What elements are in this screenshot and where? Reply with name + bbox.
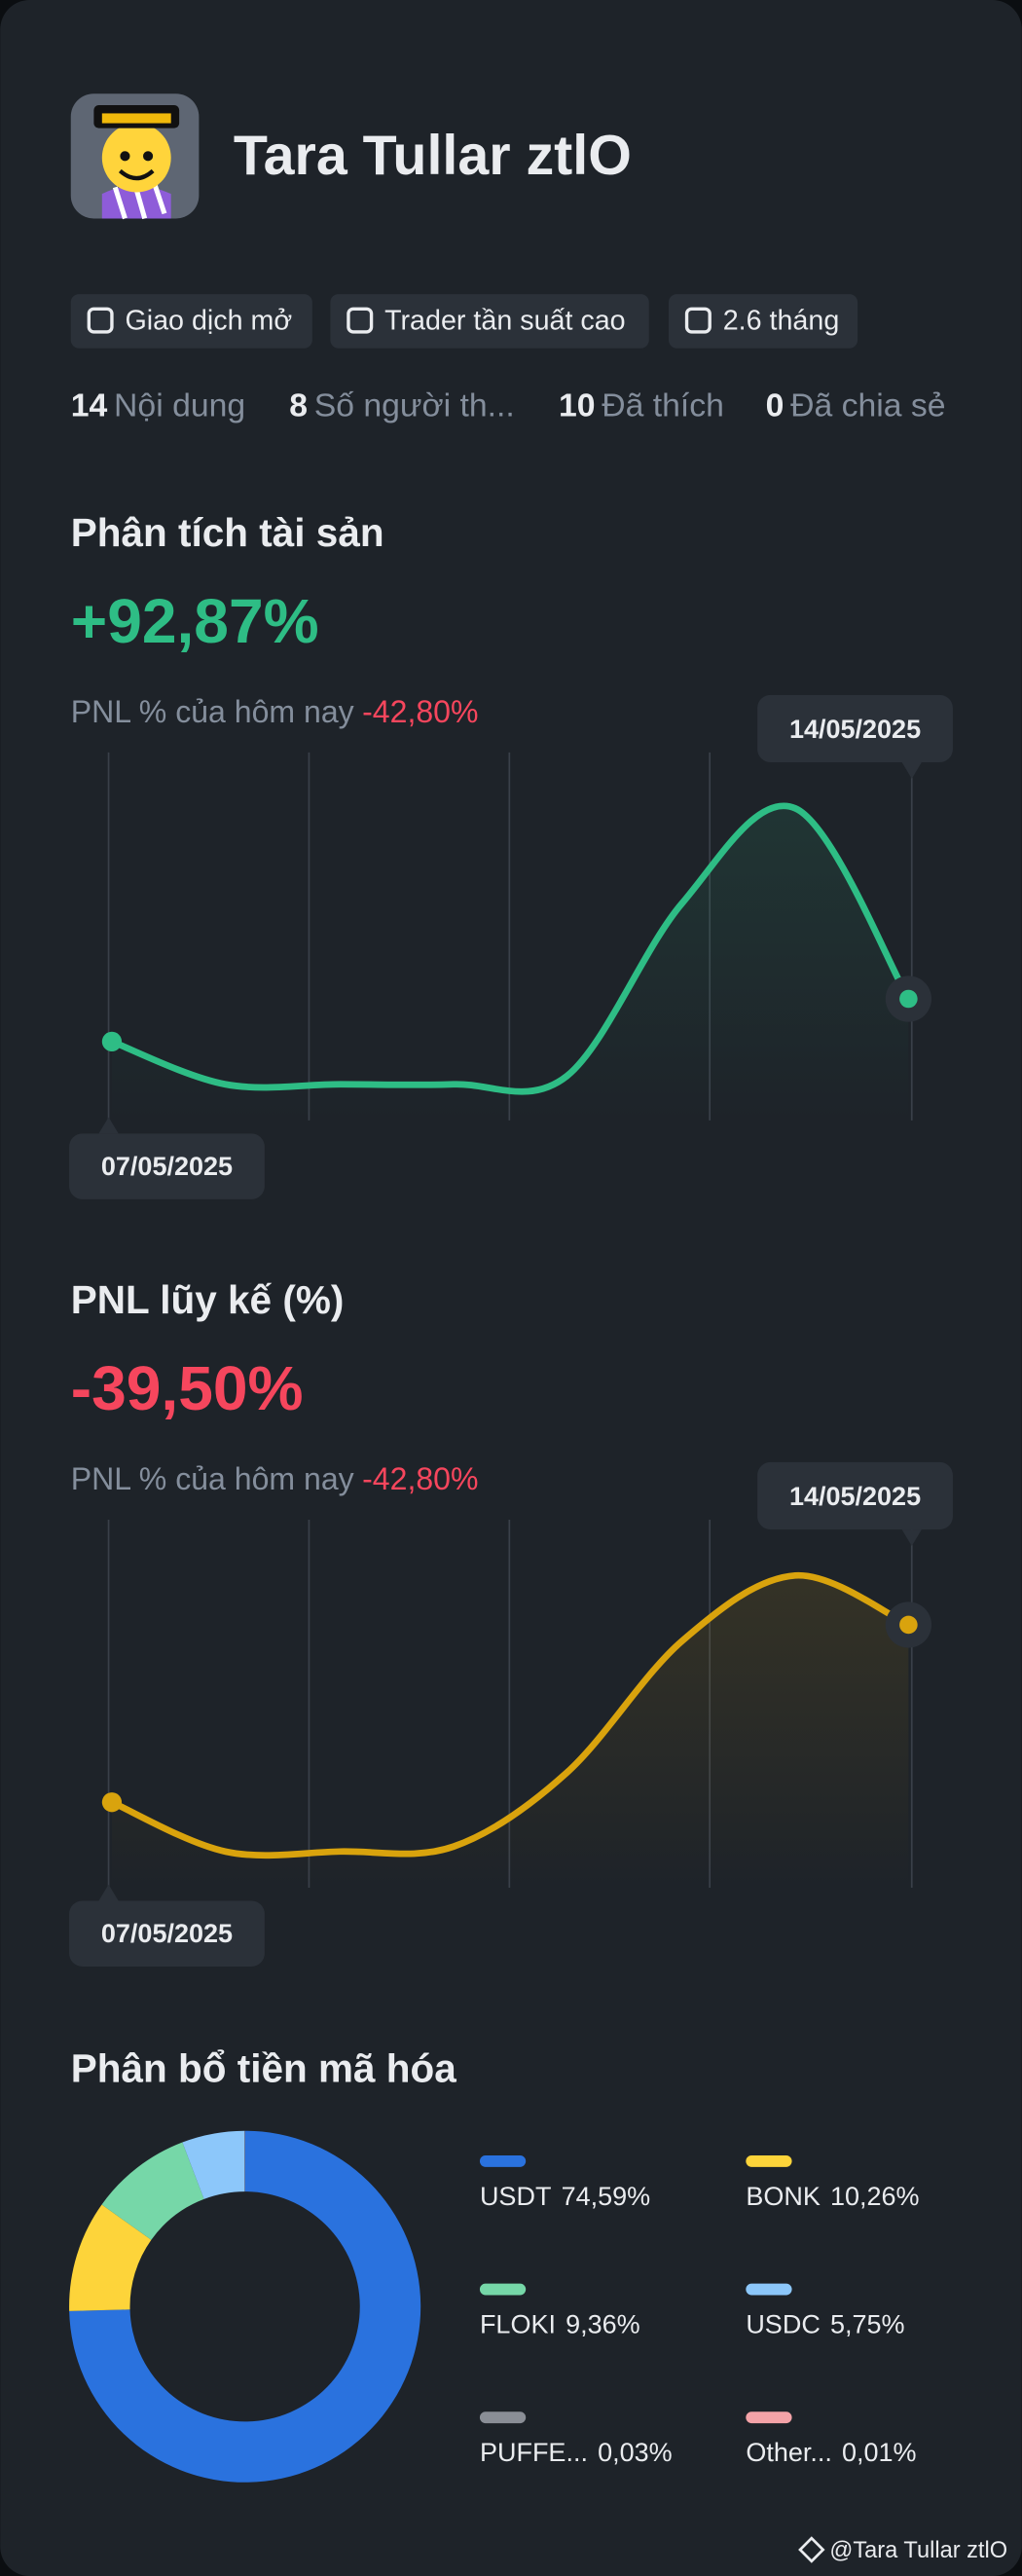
today-pnl: PNL % của hôm nay -42,80% bbox=[71, 1462, 479, 1497]
area bbox=[111, 1575, 909, 1888]
today-value: -42,80% bbox=[362, 695, 478, 730]
legend-name: BONK bbox=[746, 2182, 821, 2211]
tag-label: 2.6 tháng bbox=[723, 305, 840, 336]
start-date: 07/05/2025 bbox=[101, 1152, 233, 1181]
stat: 10 Đã thích bbox=[559, 386, 724, 423]
legend-entry: BONK 10,26% bbox=[746, 2182, 919, 2211]
legend-name: Other... bbox=[746, 2438, 832, 2467]
legend-name: FLOKI bbox=[480, 2310, 556, 2339]
line bbox=[108, 1571, 912, 1859]
legend-swatch bbox=[746, 2283, 792, 2296]
legend-swatch bbox=[479, 2283, 527, 2296]
legend-entry: Other... 0,01% bbox=[746, 2438, 916, 2467]
start-point bbox=[101, 1792, 123, 1813]
watermark-icon bbox=[798, 2536, 825, 2563]
tag-label: Trader tần suất cao bbox=[384, 305, 626, 336]
stat: 0 Đã chia sẻ bbox=[766, 386, 946, 423]
end-point bbox=[899, 1615, 918, 1635]
avatar bbox=[70, 93, 200, 220]
donut-segment bbox=[101, 2142, 204, 2240]
legend-value: 5,75% bbox=[830, 2310, 905, 2339]
start-tooltip bbox=[69, 1133, 265, 1199]
tag-chip bbox=[70, 294, 312, 349]
stat-label: Đã thích bbox=[602, 386, 724, 423]
stat-value: 0 bbox=[766, 386, 785, 423]
legend-swatch bbox=[746, 2411, 792, 2424]
user-name: Tara Tullar ztlO bbox=[234, 125, 632, 187]
start-date: 07/05/2025 bbox=[101, 1919, 233, 1948]
today-pnl: PNL % của hôm nay -42,80% bbox=[71, 695, 479, 730]
start-point bbox=[101, 1031, 123, 1051]
legend-name: USDC bbox=[746, 2310, 821, 2339]
end-tooltip bbox=[757, 694, 953, 762]
tag-icon bbox=[684, 307, 712, 334]
watermark: @Tara Tullar ztlO bbox=[829, 2538, 1007, 2563]
stat-value: 10 bbox=[559, 386, 596, 423]
legend-entry: USDC 5,75% bbox=[746, 2310, 904, 2339]
end-pointer bbox=[901, 1529, 922, 1546]
start-pointer bbox=[98, 1117, 119, 1134]
section-title: PNL lũy kế (%) bbox=[71, 1277, 345, 1322]
legend-entry: PUFFE... 0,03% bbox=[480, 2438, 673, 2467]
legend-name: USDT bbox=[480, 2182, 552, 2211]
end-pointer bbox=[901, 762, 922, 779]
tag-chip bbox=[669, 294, 858, 349]
today-label: PNL % của hôm nay bbox=[71, 695, 354, 730]
headline: +92,87% bbox=[71, 586, 319, 656]
legend-value: 10,26% bbox=[830, 2182, 920, 2211]
legend-swatch bbox=[479, 2155, 527, 2167]
section-title: Phân tích tài sản bbox=[71, 510, 384, 555]
legend-value: 74,59% bbox=[562, 2182, 651, 2211]
legend-swatch bbox=[746, 2155, 792, 2167]
tag-icon bbox=[87, 307, 114, 334]
legend-value: 9,36% bbox=[566, 2310, 640, 2339]
section-title: Phân bổ tiền mã hóa bbox=[71, 2046, 457, 2091]
legend-name: PUFFE... bbox=[480, 2438, 588, 2467]
legend-value: 0,03% bbox=[598, 2438, 673, 2467]
start-tooltip bbox=[69, 1900, 265, 1967]
legend-entry: FLOKI 9,36% bbox=[480, 2310, 640, 2339]
line bbox=[108, 802, 912, 1095]
end-date: 14/05/2025 bbox=[789, 1482, 921, 1511]
legend-entry: USDT 74,59% bbox=[480, 2182, 650, 2211]
legend-value: 0,01% bbox=[842, 2438, 917, 2467]
area bbox=[111, 805, 909, 1121]
stat: 8 Số người th... bbox=[289, 386, 515, 423]
end-date: 14/05/2025 bbox=[789, 715, 921, 744]
stat-value: 8 bbox=[289, 386, 308, 423]
stat-label: Số người th... bbox=[314, 386, 515, 423]
stat: 14 Nội dung bbox=[71, 386, 245, 423]
legend-swatch bbox=[479, 2411, 527, 2424]
donut-segment bbox=[69, 2130, 421, 2483]
stat-value: 14 bbox=[71, 386, 108, 423]
tag-chip bbox=[330, 294, 649, 349]
end-tooltip bbox=[757, 1461, 953, 1530]
donut-segment bbox=[69, 2204, 152, 2311]
tag-label: Giao dịch mở bbox=[125, 305, 292, 336]
headline: -39,50% bbox=[71, 1353, 304, 1423]
start-pointer bbox=[98, 1884, 119, 1901]
donut-segment bbox=[182, 2130, 245, 2199]
today-label: PNL % của hôm nay bbox=[71, 1462, 354, 1497]
today-value: -42,80% bbox=[362, 1462, 478, 1497]
end-point bbox=[899, 989, 918, 1009]
stat-label: Đã chia sẻ bbox=[790, 386, 945, 423]
stat-label: Nội dung bbox=[114, 386, 245, 423]
tag-icon bbox=[347, 307, 374, 334]
